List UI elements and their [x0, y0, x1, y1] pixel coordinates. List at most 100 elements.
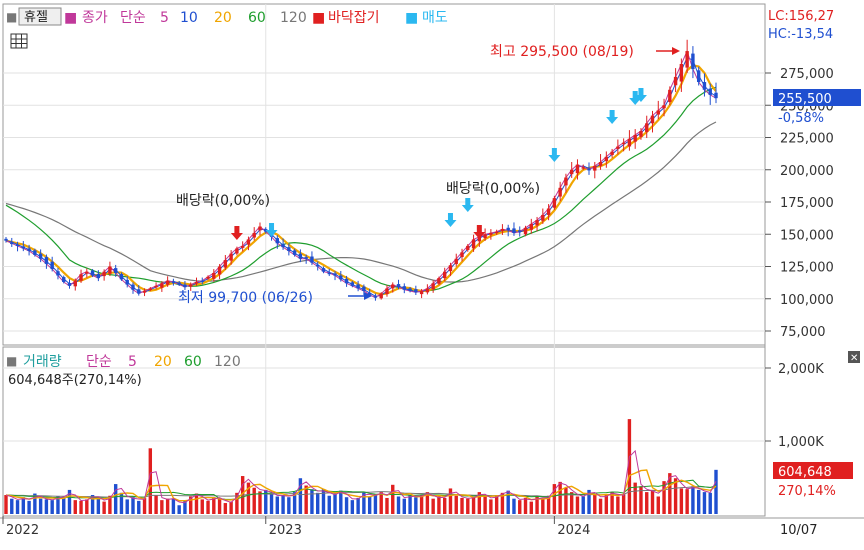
candle-body [27, 248, 31, 252]
volume-bar [44, 499, 49, 514]
volume-bar [4, 495, 8, 514]
volume-bar [662, 481, 666, 514]
volume-bars [4, 419, 718, 514]
volume-bar [714, 469, 718, 514]
candle-body [581, 167, 585, 169]
volume-bar [21, 497, 26, 514]
volume-bar [235, 492, 239, 514]
volume-bar [604, 494, 609, 514]
volume-bar [206, 500, 210, 514]
volume-bar [633, 482, 637, 514]
candle-body [437, 278, 441, 284]
candle-body [414, 289, 418, 293]
volume-bar [466, 498, 470, 514]
volume-bar [223, 503, 228, 514]
candle-body [373, 296, 378, 298]
volume-bar [137, 500, 141, 514]
candle-body [356, 284, 360, 289]
candle-body [650, 115, 655, 124]
volume-ma-60: 60 [184, 354, 202, 370]
candle-body [229, 253, 233, 261]
stock-name-button[interactable] [18, 7, 62, 26]
candle-body [235, 248, 239, 254]
volume-bar [62, 497, 66, 514]
volume-bar [593, 495, 597, 514]
candle-body [350, 282, 355, 286]
candle-body [310, 256, 314, 263]
volume-ma60-line [5, 479, 717, 500]
volume-bar [529, 501, 533, 514]
candle-body [541, 214, 545, 221]
candle-body [460, 252, 464, 258]
volume-close-icon[interactable]: ✕ [848, 351, 860, 364]
volume-ma-120: 120 [214, 354, 241, 370]
volume-bar [518, 500, 522, 514]
volume-bar [546, 495, 551, 514]
price-tick-label: 200,000 [780, 164, 834, 179]
ma-period-20: 20 [214, 10, 232, 26]
candle-body [321, 268, 326, 272]
buy-signal-arrow-icon [629, 98, 642, 105]
candle-body [477, 236, 482, 242]
buy-signal-arrow-icon [632, 91, 638, 98]
candle-body [489, 232, 493, 235]
current-volume-pct: 270,14% [778, 484, 836, 499]
buy-signal-arrow-icon [634, 95, 647, 102]
volume-bar [558, 481, 562, 514]
candle-body [333, 273, 337, 276]
candle-body [569, 169, 574, 175]
volume-bar [350, 500, 355, 514]
volume-bar [477, 492, 482, 514]
volume-bar [391, 484, 395, 514]
candle-body [466, 245, 470, 250]
candle-body [252, 232, 256, 238]
signal-arrows [230, 88, 647, 240]
volume-bar [287, 497, 291, 514]
table-icon[interactable] [10, 33, 28, 49]
candle-body [264, 229, 268, 232]
candle-body [200, 280, 204, 283]
volume-bar [119, 492, 124, 514]
candle-body [165, 280, 170, 285]
candle-body [402, 286, 406, 290]
volume-bar [33, 493, 37, 514]
volume-bar [616, 496, 620, 514]
candle-body [425, 288, 430, 293]
price-tick-label: 275,000 [780, 67, 834, 82]
volume-bar [321, 489, 326, 514]
volume-bar [408, 495, 412, 514]
date-tick-label: 2022 [6, 523, 39, 538]
candle-body [21, 246, 26, 249]
buy-signal-arrow-icon [465, 198, 471, 205]
volume-bar [79, 500, 83, 514]
candle-body [96, 274, 101, 279]
volume-bar [27, 500, 31, 514]
buy-signal-arrow-icon [551, 148, 557, 155]
candle-body [38, 253, 43, 259]
candle-body [142, 291, 147, 293]
volume-bar [402, 498, 406, 514]
ma-type-label: 단순 [120, 10, 146, 26]
volume-bar [581, 496, 585, 514]
volume-bar [96, 498, 101, 514]
volume-bar [246, 482, 251, 514]
volume-bar [708, 492, 712, 514]
candle-body [494, 231, 499, 234]
volume-bar [229, 501, 233, 514]
candle-body [287, 247, 291, 252]
candle-body [194, 281, 199, 284]
candle-body [483, 234, 487, 239]
candle-body [316, 264, 320, 267]
volume-bar [702, 492, 707, 514]
volume-bar [419, 495, 424, 514]
volume-bar [685, 489, 689, 514]
volume-bar [598, 498, 603, 514]
candle-body [177, 282, 181, 285]
price-tick-label: 150,000 [780, 228, 834, 243]
ma20-line [5, 64, 717, 296]
volume-bar [298, 478, 303, 514]
volume-legend: ■ 거래량 단순 5 20 60 120 604,648주(270,14%) [6, 354, 241, 388]
candle-body [639, 131, 643, 137]
price-moving-averages [5, 49, 717, 299]
